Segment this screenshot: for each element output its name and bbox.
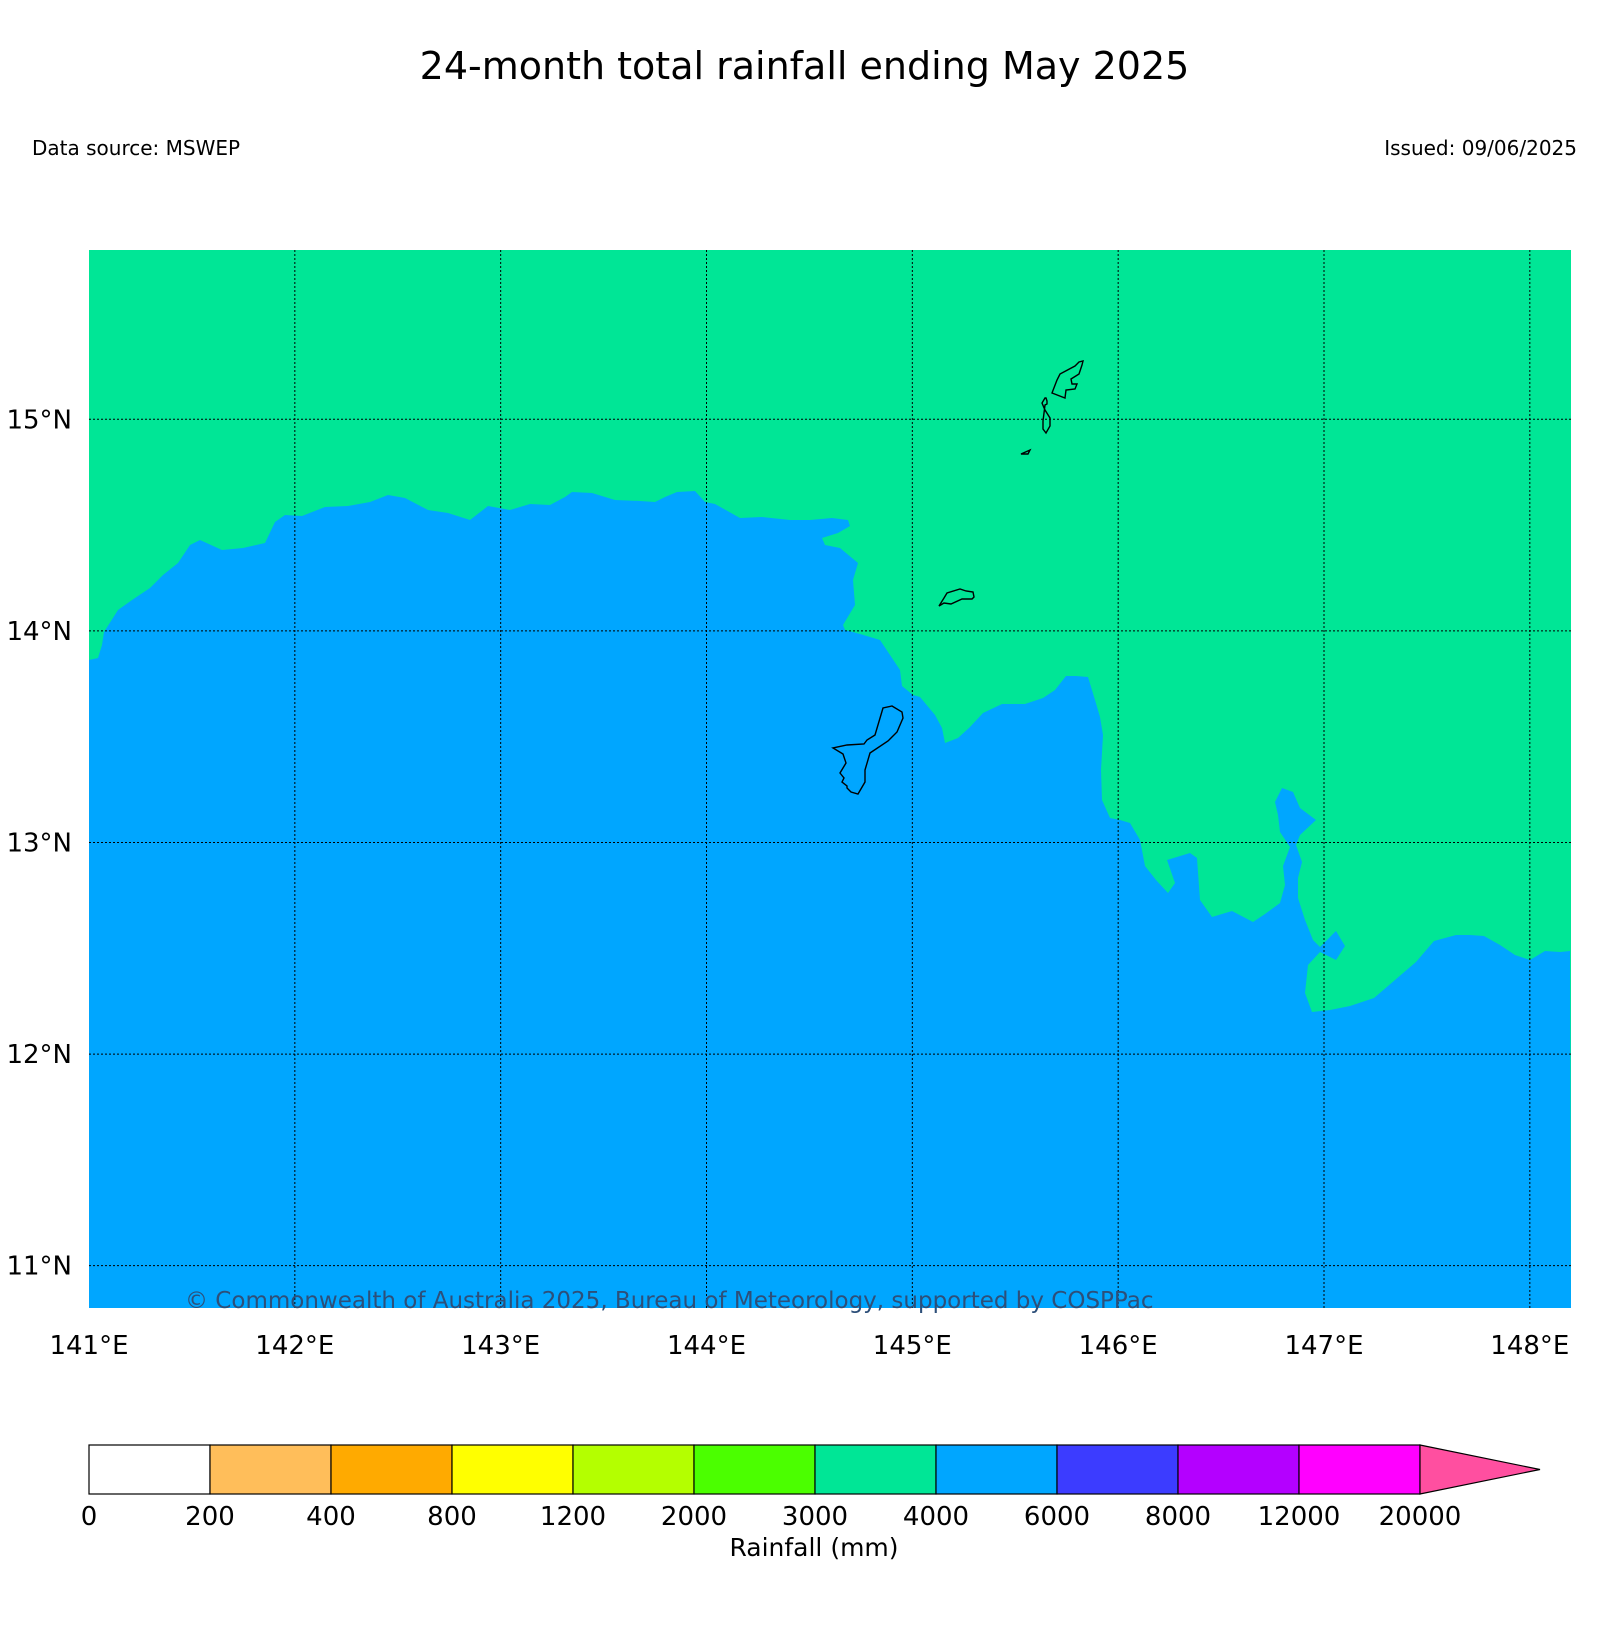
longitude-tick-label: 142°E xyxy=(255,1331,334,1361)
island-outline-saipan xyxy=(1051,360,1084,399)
colorbar-bin xyxy=(330,1444,453,1495)
colorbar-bin xyxy=(209,1444,332,1495)
island-outline-guam xyxy=(831,705,904,795)
longitude-tick-label: 148°E xyxy=(1490,1331,1569,1361)
issued-date-label: Issued: 09/06/2025 xyxy=(1384,136,1577,160)
colorbar-bin xyxy=(1298,1444,1421,1495)
latitude-tick-label: 14°N xyxy=(6,617,72,647)
map-area xyxy=(89,250,1571,1308)
rainfall-colorbar: 0 200 400 800 1200 2000 3000 4000 6000 8000 12000 2… xyxy=(81,1444,1541,1532)
latitude-tick-label: 11°N xyxy=(6,1252,72,1282)
latitude-tick-label: 12°N xyxy=(6,1040,72,1070)
latitude-tick-label: 15°N xyxy=(6,405,72,435)
longitude-tick-label: 143°E xyxy=(461,1331,540,1361)
colorbar-tick-label: 4000 xyxy=(903,1502,969,1532)
longitude-tick-label: 144°E xyxy=(667,1331,746,1361)
colorbar-bin xyxy=(572,1444,695,1495)
island-outline-aguijan xyxy=(1020,448,1032,455)
coastlines xyxy=(831,360,1084,795)
map-title: 24-month total rainfall ending May 2025 xyxy=(419,44,1190,88)
longitude-tick-labels: 141°E 142°E 143°E 144°E 145°E 146°E 147°E 148°E xyxy=(49,1331,1569,1361)
colorbar-bin xyxy=(814,1444,937,1495)
copyright-watermark: © Commonwealth of Australia 2025, Bureau… xyxy=(185,1288,1154,1314)
colorbar-tick-label: 3000 xyxy=(782,1502,848,1532)
colorbar-tick-label: 2000 xyxy=(661,1502,727,1532)
colorbar-tick-label: 12000 xyxy=(1258,1502,1341,1532)
colorbar-tick-label: 8000 xyxy=(1145,1502,1211,1532)
colorbar-tick-label: 20000 xyxy=(1379,1502,1462,1532)
data-source-label: Data source: MSWEP xyxy=(32,136,241,160)
longitude-tick-label: 145°E xyxy=(873,1331,952,1361)
colorbar-tick-label: 1200 xyxy=(540,1502,606,1532)
colorbar-tick-label: 400 xyxy=(306,1502,356,1532)
colorbar-bin xyxy=(451,1444,574,1495)
colorbar-bin xyxy=(88,1444,211,1495)
colorbar-tick-label: 0 xyxy=(81,1502,98,1532)
colorbar-bin xyxy=(1056,1444,1179,1495)
island-outline-tinian xyxy=(1041,397,1051,435)
longitude-tick-label: 146°E xyxy=(1079,1331,1158,1361)
colorbar-bin xyxy=(935,1444,1058,1495)
colorbar-extend-arrow xyxy=(1419,1444,1541,1495)
colorbar-bin xyxy=(693,1444,816,1495)
longitude-tick-label: 147°E xyxy=(1284,1331,1363,1361)
latitude-tick-label: 13°N xyxy=(6,828,72,858)
longitude-tick-label: 141°E xyxy=(49,1331,128,1361)
colorbar-tick-label: 800 xyxy=(427,1502,477,1532)
island-outline-rota xyxy=(938,588,975,607)
colorbar-tick-label: 200 xyxy=(185,1502,235,1532)
colorbar-tick-label: 6000 xyxy=(1024,1502,1090,1532)
colorbar-bin xyxy=(1177,1444,1300,1495)
gridlines xyxy=(89,250,1571,1308)
latitude-tick-labels: 15°N 14°N 13°N 12°N 11°N xyxy=(6,405,72,1281)
colorbar-label: Rainfall (mm) xyxy=(729,1533,898,1562)
region-4000-6000 xyxy=(89,491,1571,1308)
